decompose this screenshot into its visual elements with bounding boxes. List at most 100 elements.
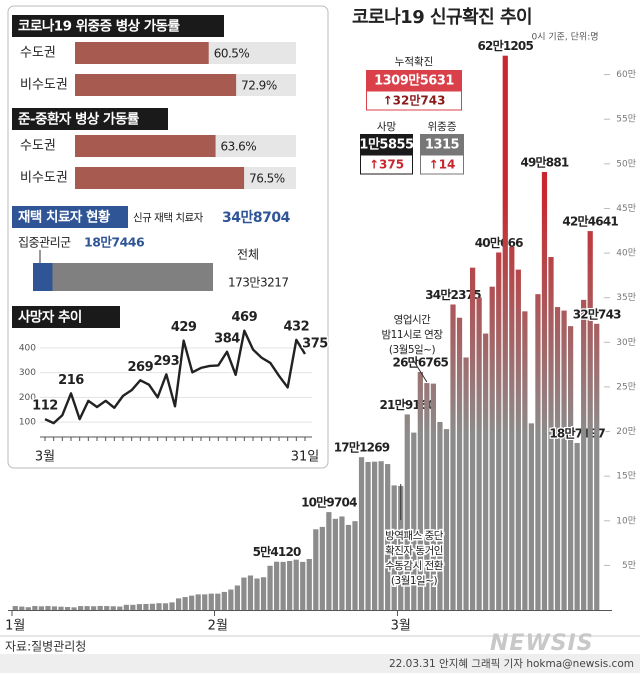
- bar: [371, 461, 378, 610]
- value-label: 49만881: [520, 154, 568, 169]
- summary-box: [420, 134, 464, 155]
- bar: [398, 485, 404, 610]
- value-label: 112: [32, 399, 58, 414]
- value-label: 269: [128, 360, 154, 375]
- bar: [378, 461, 384, 610]
- bar: [430, 383, 437, 610]
- bar: [156, 603, 162, 610]
- value-label: 63.6%: [221, 140, 257, 154]
- bar: [496, 252, 502, 610]
- bar: [332, 518, 339, 610]
- y-tick-label: 10만: [616, 515, 636, 526]
- bar: [234, 585, 241, 610]
- value-label: 375: [302, 337, 328, 352]
- bar: [554, 307, 561, 610]
- value: 173만3217: [228, 276, 288, 290]
- bar: [404, 414, 410, 610]
- bar: [339, 516, 345, 610]
- bar: [450, 304, 456, 610]
- annotation-text: (3월5일~): [389, 343, 436, 356]
- bar: [476, 297, 482, 610]
- y-tick-label: 300: [19, 368, 36, 378]
- value-label: 293: [154, 354, 180, 369]
- bar: [182, 597, 188, 610]
- summary-change-box: [360, 154, 413, 175]
- bar: [97, 605, 103, 610]
- category-label: 수도권: [20, 139, 56, 154]
- bar: [541, 171, 548, 611]
- bar: [561, 310, 567, 610]
- annotation-text: 확진자 동거인: [385, 544, 443, 557]
- watermark: NEWSIS: [490, 631, 594, 656]
- bar: [385, 464, 391, 610]
- value-label: 5만4120: [253, 544, 301, 559]
- panel-header-bg: [12, 206, 128, 228]
- bar: [75, 135, 216, 157]
- value-label: 384: [214, 331, 240, 346]
- panel-header: 사망자 추이: [18, 309, 82, 326]
- value-label: 76.5%: [249, 172, 285, 186]
- value-label: 62만1205: [477, 38, 533, 53]
- bar: [358, 457, 365, 610]
- bar: [587, 231, 593, 610]
- y-tick-label: 45만: [616, 203, 636, 214]
- y-tick-label: 35만: [616, 292, 636, 303]
- value-label: 469: [232, 310, 258, 325]
- bar: [300, 561, 306, 610]
- bar: [75, 167, 245, 189]
- bar: [195, 594, 201, 610]
- annotation-leader: [411, 357, 428, 383]
- annotation-text: 방역패스 중단: [385, 530, 444, 542]
- value-label: 26만6765: [393, 354, 449, 369]
- bar: [594, 323, 600, 610]
- summary-change: ↑32만743: [383, 93, 446, 108]
- bar: [77, 606, 84, 610]
- bar: [469, 267, 476, 610]
- summary-change: ↑375: [369, 158, 404, 172]
- x-tick-label: 2월: [208, 619, 228, 634]
- bar: [12, 606, 18, 610]
- bar: [515, 269, 521, 610]
- summary-value: 1만5855: [359, 137, 414, 153]
- value-label: 34만2375: [425, 287, 481, 302]
- bar: [345, 524, 352, 610]
- summary-label: 위중증: [428, 120, 457, 133]
- bar: [417, 371, 423, 610]
- summary-change-box: [366, 90, 462, 111]
- bar: [260, 577, 267, 610]
- bar: [326, 512, 332, 610]
- summary-change-box: [420, 154, 464, 175]
- bar: [502, 55, 508, 611]
- bar: [352, 521, 358, 610]
- bar: [287, 560, 293, 610]
- value-label: 429: [171, 320, 197, 335]
- bar: [84, 606, 90, 610]
- panel-header-bg: [12, 15, 224, 37]
- bar: [208, 593, 214, 610]
- bar: [33, 263, 213, 291]
- summary-label: 누적확진: [395, 55, 434, 68]
- bar: [130, 604, 136, 610]
- bar: [19, 606, 25, 610]
- value-label: 72.9%: [241, 79, 277, 93]
- y-tick-label: 50만: [616, 158, 636, 169]
- value-label: 10만9704: [301, 495, 357, 510]
- bar: [365, 461, 371, 610]
- y-tick-label: 200: [19, 393, 36, 403]
- bar: [509, 246, 515, 610]
- bar: [123, 604, 129, 610]
- bar: [149, 603, 156, 610]
- bar: [75, 74, 237, 96]
- bar: [25, 607, 31, 610]
- bar: [567, 326, 574, 610]
- y-tick-label: 400: [19, 343, 36, 353]
- value-label: 216: [58, 373, 84, 388]
- bar: [313, 529, 319, 610]
- summary-box: [366, 70, 462, 91]
- bar: [443, 429, 450, 610]
- bar: [293, 559, 299, 610]
- source: 자료:질병관리청: [5, 640, 86, 654]
- bar: [535, 294, 541, 610]
- bar: [75, 42, 209, 64]
- bar: [411, 432, 417, 610]
